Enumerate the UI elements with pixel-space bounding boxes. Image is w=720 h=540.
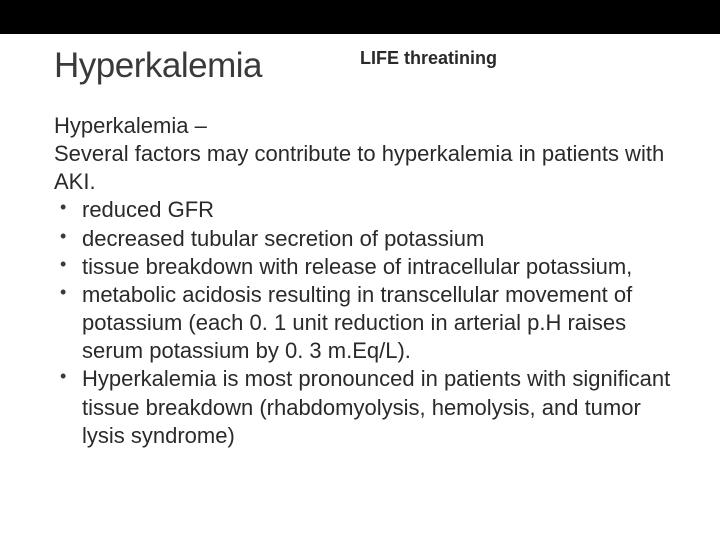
list-item: metabolic acidosis resulting in transcel… [54,281,672,365]
top-black-bar [0,0,720,34]
list-item: Hyperkalemia is most pronounced in patie… [54,365,672,449]
intro-line-1: Hyperkalemia – [54,112,672,140]
slide-body: Hyperkalemia – Several factors may contr… [0,86,720,450]
list-item: decreased tubular secretion of potassium [54,225,672,253]
header-row: Hyperkalemia LIFE threatining [0,34,720,86]
intro-line-2: Several factors may contribute to hyperk… [54,140,672,196]
slide-subtitle: LIFE threatining [360,48,497,69]
list-item: tissue breakdown with release of intrace… [54,253,672,281]
slide-title: Hyperkalemia [54,46,262,86]
bullet-list: reduced GFR decreased tubular secretion … [54,196,672,449]
list-item: reduced GFR [54,196,672,224]
